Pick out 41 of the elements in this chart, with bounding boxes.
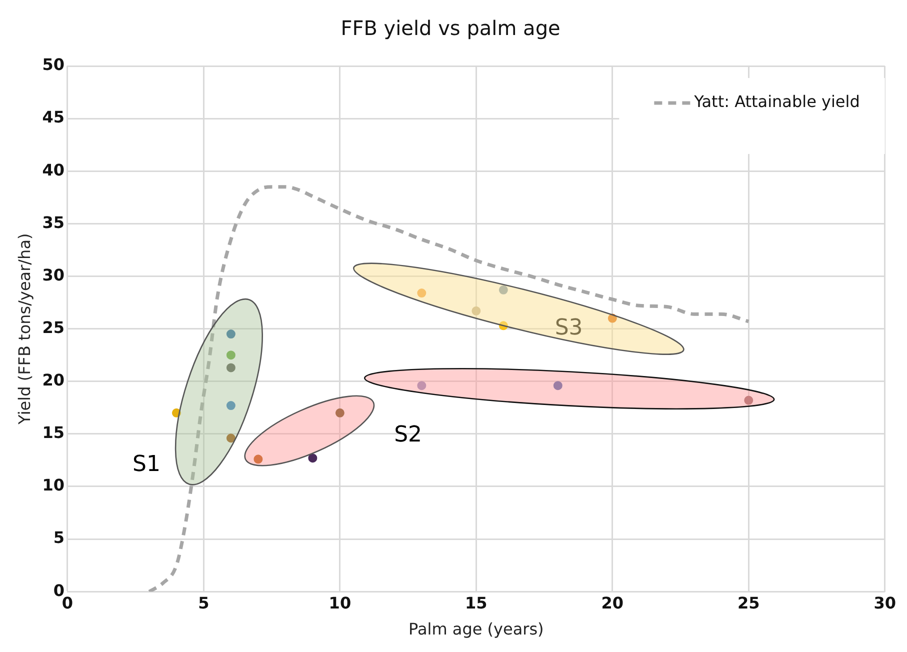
y-tick-label: 50	[42, 55, 64, 74]
x-tick-label: 25	[738, 593, 760, 612]
y-tick-label: 25	[42, 318, 64, 337]
y-tick-label: 10	[42, 476, 64, 495]
y-tick-label: 30	[42, 265, 64, 284]
point	[498, 321, 508, 330]
y-tick-label: 20	[42, 370, 64, 390]
x-tick-label: 5	[198, 593, 210, 612]
point	[254, 454, 263, 464]
y-tick-label: 15	[42, 423, 64, 442]
y-tick-label: 5	[53, 528, 64, 548]
point	[226, 401, 236, 410]
annotation: S1	[132, 452, 160, 478]
point	[417, 288, 426, 298]
point	[172, 408, 181, 418]
point	[226, 434, 236, 443]
point	[226, 330, 236, 339]
x-tick-label: 10	[328, 593, 352, 612]
y-axis-title: Yield (FFB tons/year/ha)	[14, 233, 34, 426]
legend-label: Yatt: Attainable yield	[693, 92, 860, 112]
y-tick-label: 35	[42, 212, 64, 232]
point	[417, 381, 426, 390]
x-tick-label: 15	[465, 593, 488, 612]
point	[308, 454, 318, 463]
chart-title: FFB yield vs palm age	[340, 16, 560, 40]
point	[472, 306, 481, 316]
x-tick-label: 30	[874, 593, 896, 612]
annotation: S3	[554, 316, 583, 341]
x-axis-title: Palm age (years)	[408, 620, 544, 639]
point	[553, 381, 562, 390]
point	[226, 350, 236, 360]
point	[335, 408, 344, 418]
y-tick-label: 40	[42, 160, 64, 180]
y-tick-label: 45	[42, 108, 64, 127]
point	[608, 314, 617, 323]
y-tick-label: 0	[53, 580, 64, 600]
point	[744, 396, 754, 405]
point	[498, 285, 508, 294]
annotation: S2	[394, 422, 422, 448]
point	[226, 363, 236, 372]
x-tick-label: 20	[601, 593, 624, 612]
